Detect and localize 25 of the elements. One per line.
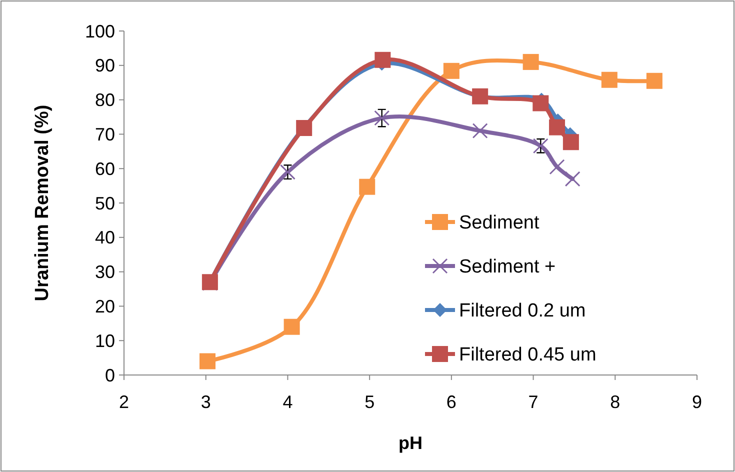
- x-tick-label: 2: [118, 392, 130, 412]
- y-tick-label: 0: [104, 365, 115, 386]
- x-tick-label: 5: [364, 392, 375, 412]
- y-tick-label: 70: [94, 124, 115, 144]
- y-tick-label: 30: [94, 262, 115, 282]
- legend-label: Filtered 0.2 um: [459, 300, 586, 322]
- x-tick-label: 4: [282, 392, 293, 412]
- x-tick-label: 6: [446, 392, 456, 412]
- y-axis-title: Uranium Removal (%): [32, 104, 53, 302]
- x-tick-label: 8: [610, 392, 620, 412]
- x-tick-label: 3: [200, 392, 211, 412]
- y-tick-label: 50: [94, 193, 115, 214]
- y-tick-label: 80: [94, 90, 115, 110]
- y-tick-label: 60: [94, 158, 115, 179]
- y-tick-label: 20: [94, 296, 115, 316]
- y-tick-label: 40: [94, 228, 115, 248]
- legend-label: Filtered 0.45 um: [459, 344, 596, 366]
- x-tick-label: 7: [528, 392, 538, 412]
- x-axis-title: pH: [398, 433, 422, 453]
- x-tick-label: 9: [692, 392, 702, 412]
- legend-label: Sediment +: [459, 256, 556, 278]
- y-tick-label: 100: [84, 21, 115, 42]
- legend-label: Sediment: [459, 212, 540, 234]
- y-tick-label: 10: [94, 330, 115, 351]
- y-tick-label: 90: [94, 56, 115, 76]
